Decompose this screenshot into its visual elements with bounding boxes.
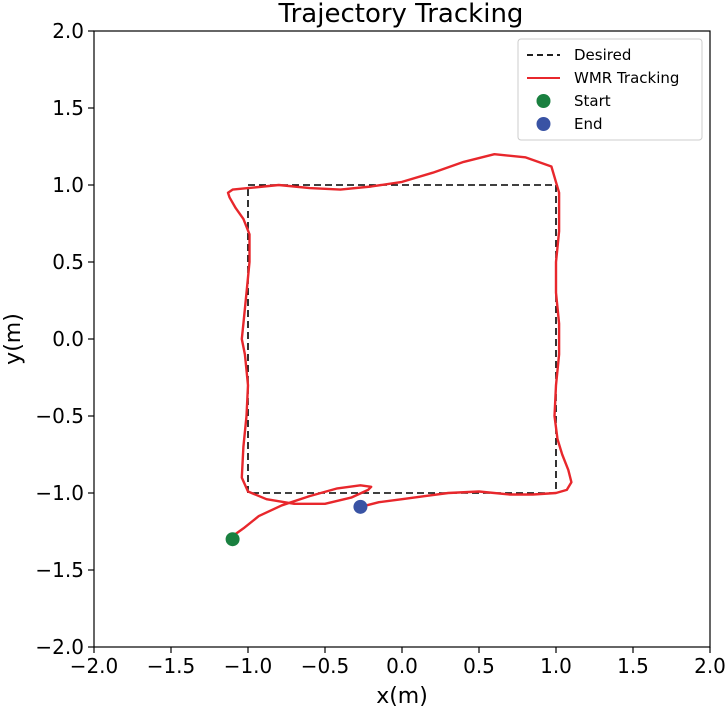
legend-swatch-marker [536,117,551,131]
chart-title: Trajectory Tracking [278,0,524,29]
y-tick-label: −1.5 [35,558,84,582]
x-tick-label: 1.0 [540,654,572,678]
y-tick-label: −2.0 [35,635,84,659]
x-tick-label: 2.0 [694,654,726,678]
x-tick-label: 0.5 [463,654,495,678]
x-tick-label: −1.5 [147,654,196,678]
x-tick-label: −0.5 [301,654,350,678]
y-axis: −2.0 −1.5 −1.0 −0.5 0.0 0.5 1.0 1.5 2.0 [35,19,94,659]
y-tick-label: 2.0 [52,19,84,43]
series-desired [247,184,557,494]
series-wmr-tracking [226,152,573,538]
legend-label: End [574,115,603,133]
y-tick-label: 0.5 [52,250,84,274]
x-axis-label: x(m) [376,684,428,707]
x-tick-label: 1.5 [617,654,649,678]
y-tick-label: 0.0 [52,327,84,351]
y-tick-label: −0.5 [35,404,84,428]
x-tick-label: −2.0 [70,654,119,678]
legend-swatch-marker [536,94,551,108]
y-tick-label: 1.0 [52,173,84,197]
y-tick-label: −1.0 [35,481,84,505]
y-axis-label: y(m) [1,313,26,365]
legend-label: WMR Tracking [574,69,679,87]
legend-label: Start [574,92,611,110]
legend-box [517,38,703,141]
legend-label: Desired [574,46,631,64]
y-tick-label: 1.5 [52,96,84,120]
end-point [353,499,368,514]
legend: Desired WMR Tracking Start End [517,38,703,141]
start-point [225,532,240,547]
x-axis: −2.0 −1.5 −1.0 −0.5 0.0 0.5 1.0 1.5 2.0 [70,647,726,678]
x-tick-label: −1.0 [224,654,273,678]
x-tick-label: 0.0 [386,654,418,678]
